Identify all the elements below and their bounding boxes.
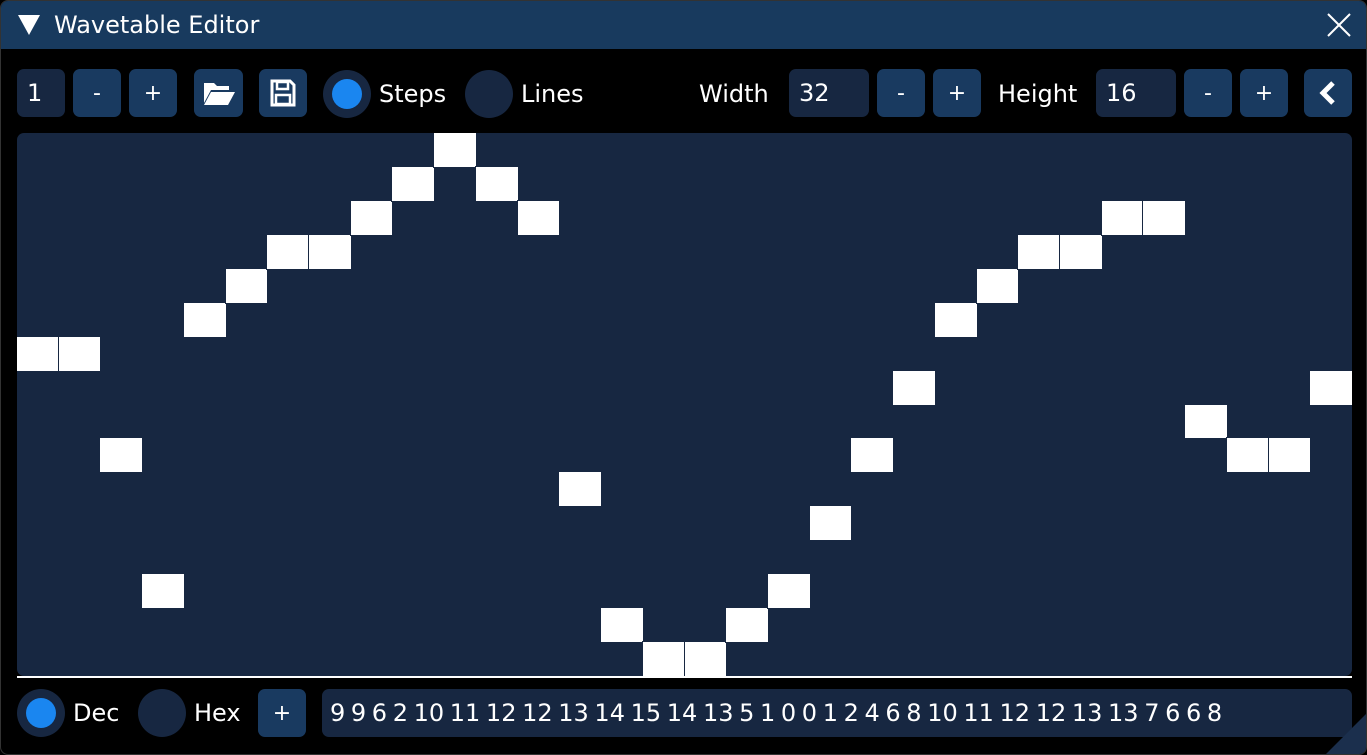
wave-step-cell[interactable]: [600, 607, 644, 644]
wave-step-cell[interactable]: [1309, 369, 1352, 406]
wave-step-cell[interactable]: [1142, 199, 1187, 236]
wave-step-cell[interactable]: [308, 233, 352, 270]
close-icon[interactable]: [1326, 12, 1352, 38]
radio-selected-dot: [26, 698, 56, 728]
values-input[interactable]: 9 9 6 2 10 11 12 12 13 14 15 14 13 5 1 0…: [322, 689, 1352, 737]
index-plus-button[interactable]: +: [129, 69, 177, 117]
window-title: Wavetable Editor: [54, 11, 260, 39]
height-minus-button[interactable]: -: [1184, 69, 1232, 117]
wave-step-cell[interactable]: [266, 233, 311, 270]
add-button[interactable]: +: [258, 689, 306, 737]
wave-step-cell[interactable]: [933, 301, 978, 338]
wave-step-cell[interactable]: [391, 165, 436, 202]
width-label: Width: [699, 80, 769, 108]
radio-selected-dot: [332, 79, 362, 109]
wave-step-cell[interactable]: [474, 165, 519, 202]
wave-step-cell[interactable]: [683, 641, 728, 676]
wave-step-cell[interactable]: [57, 335, 102, 372]
wave-step-cell[interactable]: [433, 133, 477, 168]
dec-radio[interactable]: [17, 689, 65, 737]
folder-open-icon: [203, 83, 235, 105]
wave-step-cell[interactable]: [224, 267, 269, 304]
wave-step-cell[interactable]: [1184, 403, 1228, 440]
width-plus-button[interactable]: +: [933, 69, 981, 117]
wave-step-cell[interactable]: [725, 607, 769, 644]
wave-index-field[interactable]: 1: [17, 69, 65, 117]
floppy-save-icon: [270, 79, 296, 107]
wave-step-cell[interactable]: [1267, 437, 1312, 474]
steps-radio[interactable]: [323, 70, 371, 118]
collapse-panel-button[interactable]: [1304, 69, 1352, 117]
steps-label: Steps: [379, 80, 447, 108]
wave-step-cell[interactable]: [17, 335, 60, 372]
width-minus-button[interactable]: -: [877, 69, 925, 117]
hex-radio[interactable]: [138, 689, 186, 737]
open-button[interactable]: [194, 69, 243, 117]
wave-step-cell[interactable]: [975, 267, 1020, 304]
hex-label: Hex: [194, 699, 241, 727]
index-minus-button[interactable]: -: [73, 69, 121, 117]
height-field[interactable]: 16: [1096, 69, 1176, 117]
wave-step-cell[interactable]: [1017, 233, 1061, 270]
wave-step-cell[interactable]: [558, 471, 603, 508]
wave-step-cell[interactable]: [641, 641, 686, 676]
wave-step-cell[interactable]: [892, 369, 936, 406]
grid-baseline: [17, 676, 1352, 678]
wave-step-cell[interactable]: [1058, 233, 1103, 270]
wave-grid[interactable]: [17, 133, 1352, 676]
wave-step-cell[interactable]: [808, 505, 853, 542]
wave-step-cell[interactable]: [766, 573, 811, 610]
wave-step-cell[interactable]: [1225, 437, 1270, 474]
lines-radio[interactable]: [465, 70, 513, 118]
wave-step-cell[interactable]: [141, 573, 185, 610]
height-label: Height: [998, 80, 1078, 108]
chevron-left-icon: [1319, 81, 1335, 105]
resize-grip[interactable]: [1326, 714, 1366, 754]
wave-step-cell[interactable]: [850, 437, 895, 474]
collapse-triangle-icon[interactable]: [18, 15, 40, 35]
wave-step-cell[interactable]: [1100, 199, 1145, 236]
height-plus-button[interactable]: +: [1240, 69, 1288, 117]
wave-step-cell[interactable]: [516, 199, 561, 236]
lines-label: Lines: [521, 80, 584, 108]
title-bar[interactable]: Wavetable Editor: [1, 1, 1366, 49]
dec-label: Dec: [73, 699, 120, 727]
wave-step-cell[interactable]: [182, 301, 227, 338]
save-button[interactable]: [259, 69, 307, 117]
wave-step-cell[interactable]: [349, 199, 394, 236]
width-field[interactable]: 32: [789, 69, 869, 117]
wave-step-cell[interactable]: [99, 437, 144, 474]
